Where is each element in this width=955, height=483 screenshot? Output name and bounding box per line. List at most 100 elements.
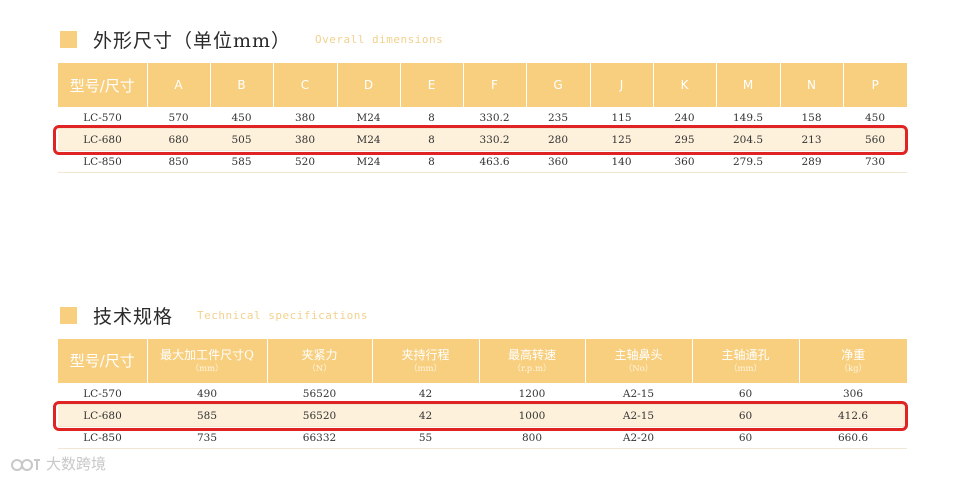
value-cell: 149.5 xyxy=(716,107,780,129)
model-cell: LC-850 xyxy=(58,426,147,449)
column-header: E xyxy=(400,63,464,107)
column-header: A xyxy=(147,63,211,107)
column-header: 夹紧力 （N） xyxy=(267,339,373,383)
column-header-label: 最高转速 xyxy=(507,347,556,362)
column-header-unit: （r.p.m） xyxy=(512,363,552,374)
value-cell: 560 xyxy=(843,128,907,151)
value-cell: 520 xyxy=(273,150,337,173)
value-cell: 412.6 xyxy=(799,404,907,427)
value-cell: 158 xyxy=(780,107,843,129)
column-header: 最大加工件尺寸Q （mm） xyxy=(147,339,268,383)
section-title-en: Overall dimensions xyxy=(315,33,444,46)
model-cell: LC-850 xyxy=(58,150,147,173)
column-header-unit: （N） xyxy=(307,363,332,374)
value-cell: 125 xyxy=(590,128,653,151)
column-header-label: 最大加工件尺寸Q xyxy=(160,347,254,362)
section-square-icon xyxy=(60,307,77,324)
table-row: LC-850 850 585 520 M24 8 463.6 360 140 360 279.5 28… xyxy=(58,150,907,173)
table-header-row: 型号/尺寸 A B C D E F G J K M N P xyxy=(58,63,907,107)
value-cell: 115 xyxy=(590,107,653,129)
table-row: LC-570 490 56520 42 1200 A2-15 60 306 xyxy=(58,383,907,405)
value-cell: 60 xyxy=(692,404,799,427)
column-header-label: 夹持行程 xyxy=(401,347,450,362)
dimensions-table: 型号/尺寸 A B C D E F G J K M N P LC-570 570 450 380 M24 8 330… xyxy=(58,63,907,173)
section-title-cn: 技术规格 xyxy=(93,306,174,328)
table-row: LC-680 680 505 380 M24 8 330.2 280 125 295 204.5 21… xyxy=(58,128,907,151)
value-cell: 55 xyxy=(372,426,479,449)
section-header-specs: 技术规格 Technical specifications xyxy=(60,302,368,329)
watermark-logo-icon xyxy=(11,458,40,471)
value-cell: 570 xyxy=(147,107,210,129)
value-cell: 585 xyxy=(147,404,267,427)
section-square-icon xyxy=(60,31,77,48)
column-header: F xyxy=(463,63,527,107)
model-cell: LC-570 xyxy=(58,383,147,405)
value-cell: 56520 xyxy=(267,383,372,405)
value-cell: 213 xyxy=(780,128,843,151)
column-header: 型号/尺寸 xyxy=(58,339,148,383)
specs-table: 型号/尺寸 最大加工件尺寸Q （mm） 夹紧力 （N） 夹持行程 （mm） 最高转速 （r.p.… xyxy=(58,339,907,449)
value-cell: 330.2 xyxy=(463,128,526,151)
value-cell: 279.5 xyxy=(716,150,780,173)
column-header-label: 型号/尺寸 xyxy=(69,351,135,370)
table-row: LC-570 570 450 380 M24 8 330.2 235 115 240 149.5 15… xyxy=(58,107,907,129)
watermark-text: 大数跨境 xyxy=(46,455,107,473)
value-cell: 680 xyxy=(147,128,210,151)
column-header-unit: （No） xyxy=(623,363,654,374)
value-cell: 295 xyxy=(653,128,716,151)
value-cell: 450 xyxy=(210,107,273,129)
value-cell: 8 xyxy=(400,107,463,129)
value-cell: 850 xyxy=(147,150,210,173)
value-cell: 8 xyxy=(400,150,463,173)
column-header-label: 主轴鼻头 xyxy=(614,347,663,362)
table-row: LC-850 735 66332 55 800 A2-20 60 660.6 xyxy=(58,426,907,449)
model-cell: LC-680 xyxy=(58,404,147,427)
column-header: G xyxy=(526,63,591,107)
value-cell: 490 xyxy=(147,383,267,405)
value-cell: 42 xyxy=(372,404,479,427)
value-cell: 585 xyxy=(210,150,273,173)
column-header: 主轴通孔 （mm） xyxy=(692,339,800,383)
value-cell: 289 xyxy=(780,150,843,173)
value-cell: M24 xyxy=(337,128,400,151)
column-header: 型号/尺寸 xyxy=(58,63,148,107)
column-header-unit: （mm） xyxy=(408,363,443,374)
value-cell: M24 xyxy=(337,150,400,173)
column-header-unit: （mm） xyxy=(728,363,763,374)
value-cell: 360 xyxy=(526,150,590,173)
value-cell: 204.5 xyxy=(716,128,780,151)
value-cell: 306 xyxy=(799,383,907,405)
value-cell: 140 xyxy=(590,150,653,173)
value-cell: 66332 xyxy=(267,426,372,449)
section-title-cn: 外形尺寸（单位mm） xyxy=(93,30,292,52)
watermark: 大数跨境 xyxy=(10,453,106,474)
column-header: C xyxy=(273,63,338,107)
model-cell: LC-570 xyxy=(58,107,147,129)
value-cell: 800 xyxy=(479,426,585,449)
value-cell: 735 xyxy=(147,426,267,449)
value-cell: 42 xyxy=(372,383,479,405)
model-cell: LC-680 xyxy=(58,128,147,151)
value-cell: M24 xyxy=(337,107,400,129)
highlight-box-lc-680 xyxy=(53,401,908,431)
column-header-unit: （mm） xyxy=(190,363,224,374)
value-cell: 8 xyxy=(400,128,463,151)
section-header-dimensions: 外形尺寸（单位mm） Overall dimensions xyxy=(60,26,443,53)
column-header-label: 夹紧力 xyxy=(301,347,338,362)
column-header: 净重 （kg） xyxy=(799,339,907,383)
value-cell: 505 xyxy=(210,128,273,151)
column-header-label: 净重 xyxy=(841,347,866,362)
highlight-box-lc-680 xyxy=(53,125,908,155)
value-cell: 730 xyxy=(843,150,907,173)
column-header: K xyxy=(653,63,717,107)
column-header: 最高转速 （r.p.m） xyxy=(479,339,586,383)
column-header-unit: （kg） xyxy=(839,363,868,374)
section-title-en: Technical specifications xyxy=(197,309,368,322)
value-cell: 60 xyxy=(692,383,799,405)
value-cell: 60 xyxy=(692,426,799,449)
column-header: M xyxy=(716,63,781,107)
value-cell: 360 xyxy=(653,150,716,173)
value-cell: 380 xyxy=(273,107,337,129)
value-cell: A2-20 xyxy=(585,426,692,449)
value-cell: 56520 xyxy=(267,404,372,427)
